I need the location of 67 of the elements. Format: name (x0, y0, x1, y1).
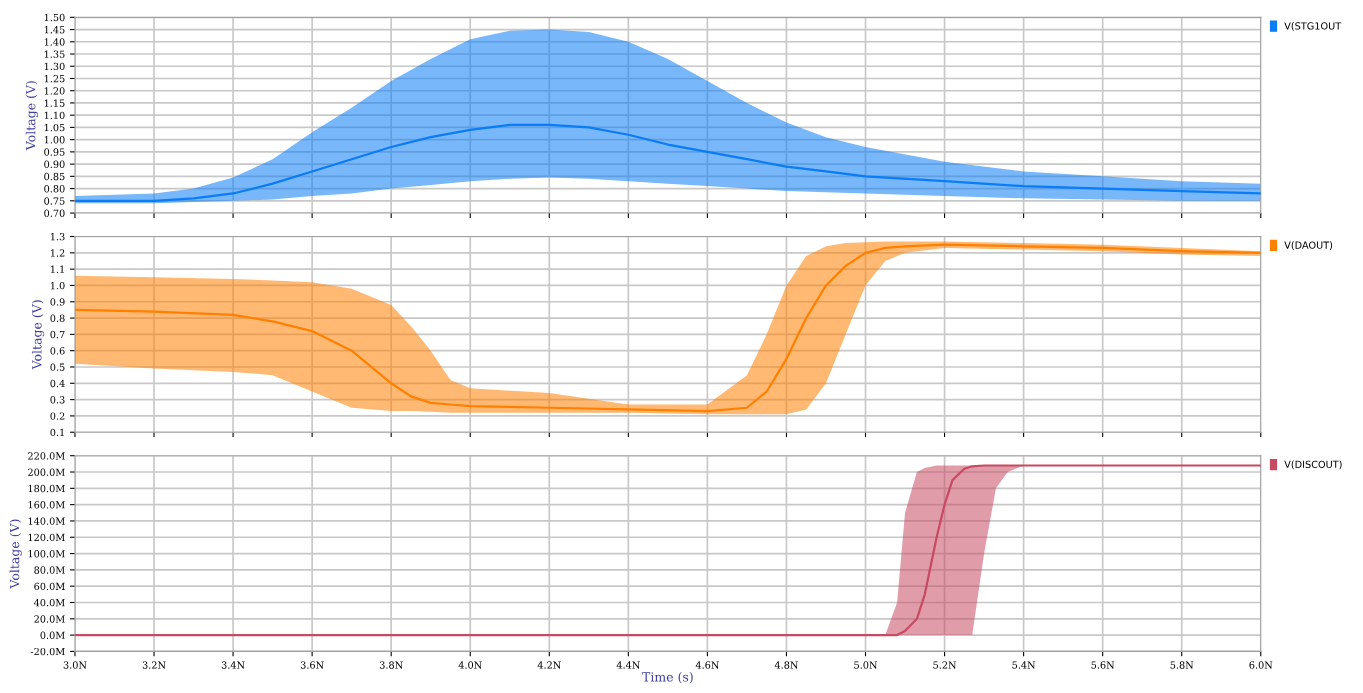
y-tick-label: 0.7 (50, 330, 65, 339)
legend-label: V(DISCOUT) (1284, 460, 1342, 470)
y-tick-label: 180.0M (28, 484, 65, 493)
y-tick-label: 1.1 (50, 265, 64, 273)
y-tick-label: 0.80 (44, 185, 65, 193)
x-tick-label: 6.0N (1249, 661, 1273, 669)
y-tick-label: -20.0M (30, 647, 65, 656)
x-tick-label: 3.6N (300, 661, 324, 669)
x-tick-label: 4.0N (458, 661, 482, 669)
x-tick-label: 5.6N (1091, 661, 1115, 669)
y-tick-label: 0.4 (50, 379, 65, 388)
y-tick-label: 0.75 (44, 197, 65, 205)
y-axis-title: Voltage (V) (9, 519, 22, 589)
y-tick-label: 1.20 (44, 87, 65, 95)
y-axis-title: Voltage (V) (31, 300, 45, 370)
y-tick-label: 1.35 (44, 50, 65, 58)
x-tick-label: 5.0N (854, 661, 878, 669)
legend-label: V(STG1OUT (1284, 22, 1342, 31)
y-tick-label: 0.90 (44, 160, 65, 168)
y-tick-label: 220.0M (28, 452, 65, 460)
x-tick-label: 5.8N (1170, 661, 1194, 669)
x-tick-label: 4.2N (537, 661, 561, 669)
y-tick-label: 1.3 (50, 233, 65, 241)
x-tick-label: 3.0N (63, 661, 87, 669)
y-tick-label: 0.1 (50, 428, 64, 437)
y-tick-label: 0.95 (44, 148, 65, 156)
y-tick-label: 0.0M (40, 631, 65, 639)
y-tick-label: 1.0 (50, 281, 65, 290)
y-tick-label: 0.2 (50, 412, 65, 420)
x-tick-label: 4.6N (695, 661, 719, 669)
line-series (74, 123, 1261, 202)
x-tick-label: 5.2N (933, 661, 957, 669)
y-tick-label: 1.40 (44, 38, 65, 46)
y-tick-label: 100.0M (28, 550, 65, 558)
y-tick-label: 120.0M (28, 533, 65, 542)
y-tick-label: 0.70 (44, 209, 65, 217)
y-tick-label: 1.00 (44, 136, 65, 144)
y-tick-label: 140.0M (28, 517, 65, 525)
y-tick-label: 0.5 (50, 363, 65, 371)
x-axis-title: Time (s) (642, 671, 693, 684)
y-tick-label: 1.10 (44, 111, 65, 120)
y-tick-label: 1.45 (44, 26, 65, 34)
y-tick-label: 40.0M (33, 598, 65, 607)
y-tick-label: 20.0M (34, 615, 65, 623)
y-tick-label: 200.0M (28, 468, 65, 476)
x-tick-label: 4.8N (774, 661, 799, 669)
y-tick-label: 80.0M (34, 566, 65, 574)
y-tick-label: 60.0M (34, 582, 65, 591)
y-tick-label: 1.25 (44, 74, 65, 83)
x-tick-label: 5.4N (1012, 661, 1036, 669)
y-tick-label: 0.3 (50, 396, 65, 404)
y-tick-label: 1.05 (44, 123, 65, 132)
y-axis-title: Voltage (V) (25, 81, 39, 151)
x-tick-label: 3.8N (379, 661, 403, 669)
y-tick-label: 160.0M (28, 501, 65, 509)
y-tick-label: 0.85 (44, 172, 65, 181)
legend-label: V(DAOUT) (1284, 241, 1333, 250)
x-tick-label: 3.4N (221, 661, 245, 669)
y-tick-label: 1.30 (44, 62, 65, 71)
y-tick-label: 1.2 (50, 249, 65, 257)
x-tick-label: 4.4N (616, 661, 640, 669)
x-tick-label: 3.2N (142, 661, 166, 669)
y-tick-label: 1.50 (44, 13, 65, 22)
y-tick-label: 0.6 (50, 347, 65, 355)
y-tick-label: 0.9 (50, 298, 65, 306)
y-tick-label: 1.15 (44, 99, 65, 107)
y-tick-label: 0.8 (50, 314, 65, 322)
